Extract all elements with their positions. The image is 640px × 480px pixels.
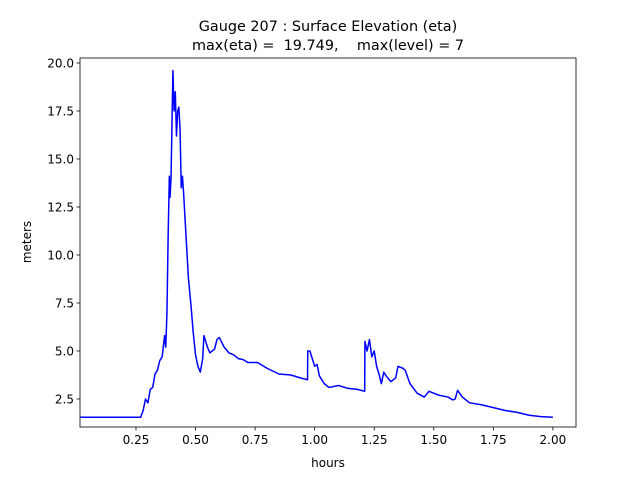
plot-frame [79, 57, 577, 428]
chart-title: Gauge 207 : Surface Elevation (eta) [199, 19, 457, 35]
y-axis-label: meters [20, 221, 34, 263]
x-tick-label: 1.50 [420, 433, 447, 447]
y-tick-label: 17.5 [47, 104, 74, 118]
x-axis-label: hours [311, 456, 345, 470]
y-tick-label: 7.5 [55, 296, 74, 310]
x-tick-label: 0.25 [123, 433, 150, 447]
y-tick-label: 10.0 [47, 248, 74, 262]
x-tick-label: 1.25 [361, 433, 388, 447]
x-tick-label: 0.75 [242, 433, 269, 447]
x-tick-label: 1.00 [301, 433, 328, 447]
y-tick-label: 12.5 [47, 200, 74, 214]
y-tick-label: 20.0 [47, 56, 74, 70]
y-tick-label: 5.0 [55, 344, 74, 358]
y-tick-label: 15.0 [47, 152, 74, 166]
y-tick-label: 2.5 [55, 392, 74, 406]
chart-subtitle: max(eta) = 19.749, max(level) = 7 [192, 38, 464, 54]
x-tick-label: 0.50 [182, 433, 209, 447]
x-tick-label: 2.00 [540, 433, 567, 447]
x-tick-label: 1.75 [480, 433, 507, 447]
line-series [80, 69, 553, 418]
